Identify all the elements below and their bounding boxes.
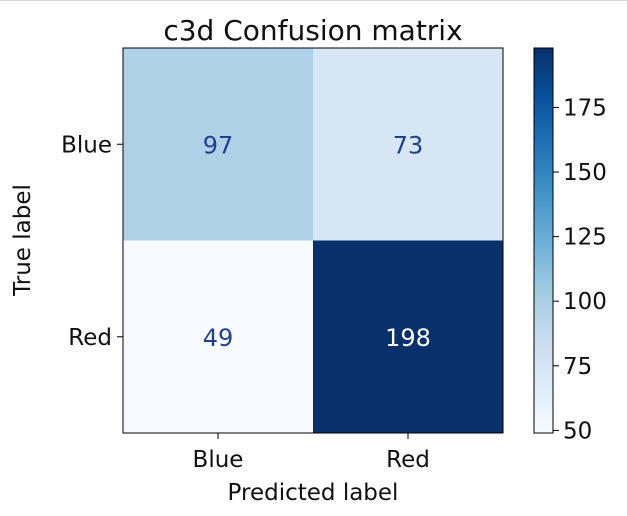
colorbar-tick-label: 100 — [563, 289, 607, 315]
colorbar — [533, 47, 554, 434]
cell-value-label: 198 — [385, 324, 431, 352]
y-axis-label: True label — [10, 184, 36, 297]
matrix-cell-labels: 97 73 49 198 — [203, 131, 431, 352]
colorbar-tick-label: 125 — [563, 225, 607, 251]
matrix-cell — [123, 48, 313, 241]
colorbar-tick-label: 50 — [563, 418, 592, 444]
top-divider — [0, 0, 627, 1]
cell-value-label: 49 — [203, 324, 234, 352]
y-axis-ticks: Blue Red — [61, 132, 123, 351]
matrix-frame — [122, 47, 504, 434]
colorbar-tick-label: 150 — [563, 160, 607, 186]
matrix-cell — [313, 240, 503, 433]
colorbar-ticks: 50 75 100 125 150 175 — [553, 95, 607, 444]
x-axis-label: Predicted label — [228, 480, 399, 506]
x-tick-label: Red — [386, 447, 430, 473]
cell-value-label: 73 — [393, 131, 424, 159]
colorbar-tick-label: 175 — [563, 95, 607, 121]
matrix-cells — [123, 48, 503, 433]
matrix-cell — [123, 240, 313, 433]
x-axis-ticks: Blue Red — [193, 433, 430, 473]
chart-title: c3d Confusion matrix — [163, 14, 462, 47]
cell-value-label: 97 — [203, 131, 234, 159]
x-tick-label: Blue — [193, 447, 244, 473]
matrix-cell — [313, 48, 503, 241]
colorbar-tick-label: 75 — [563, 354, 592, 380]
y-tick-label: Blue — [61, 132, 112, 158]
y-tick-label: Red — [68, 325, 112, 351]
